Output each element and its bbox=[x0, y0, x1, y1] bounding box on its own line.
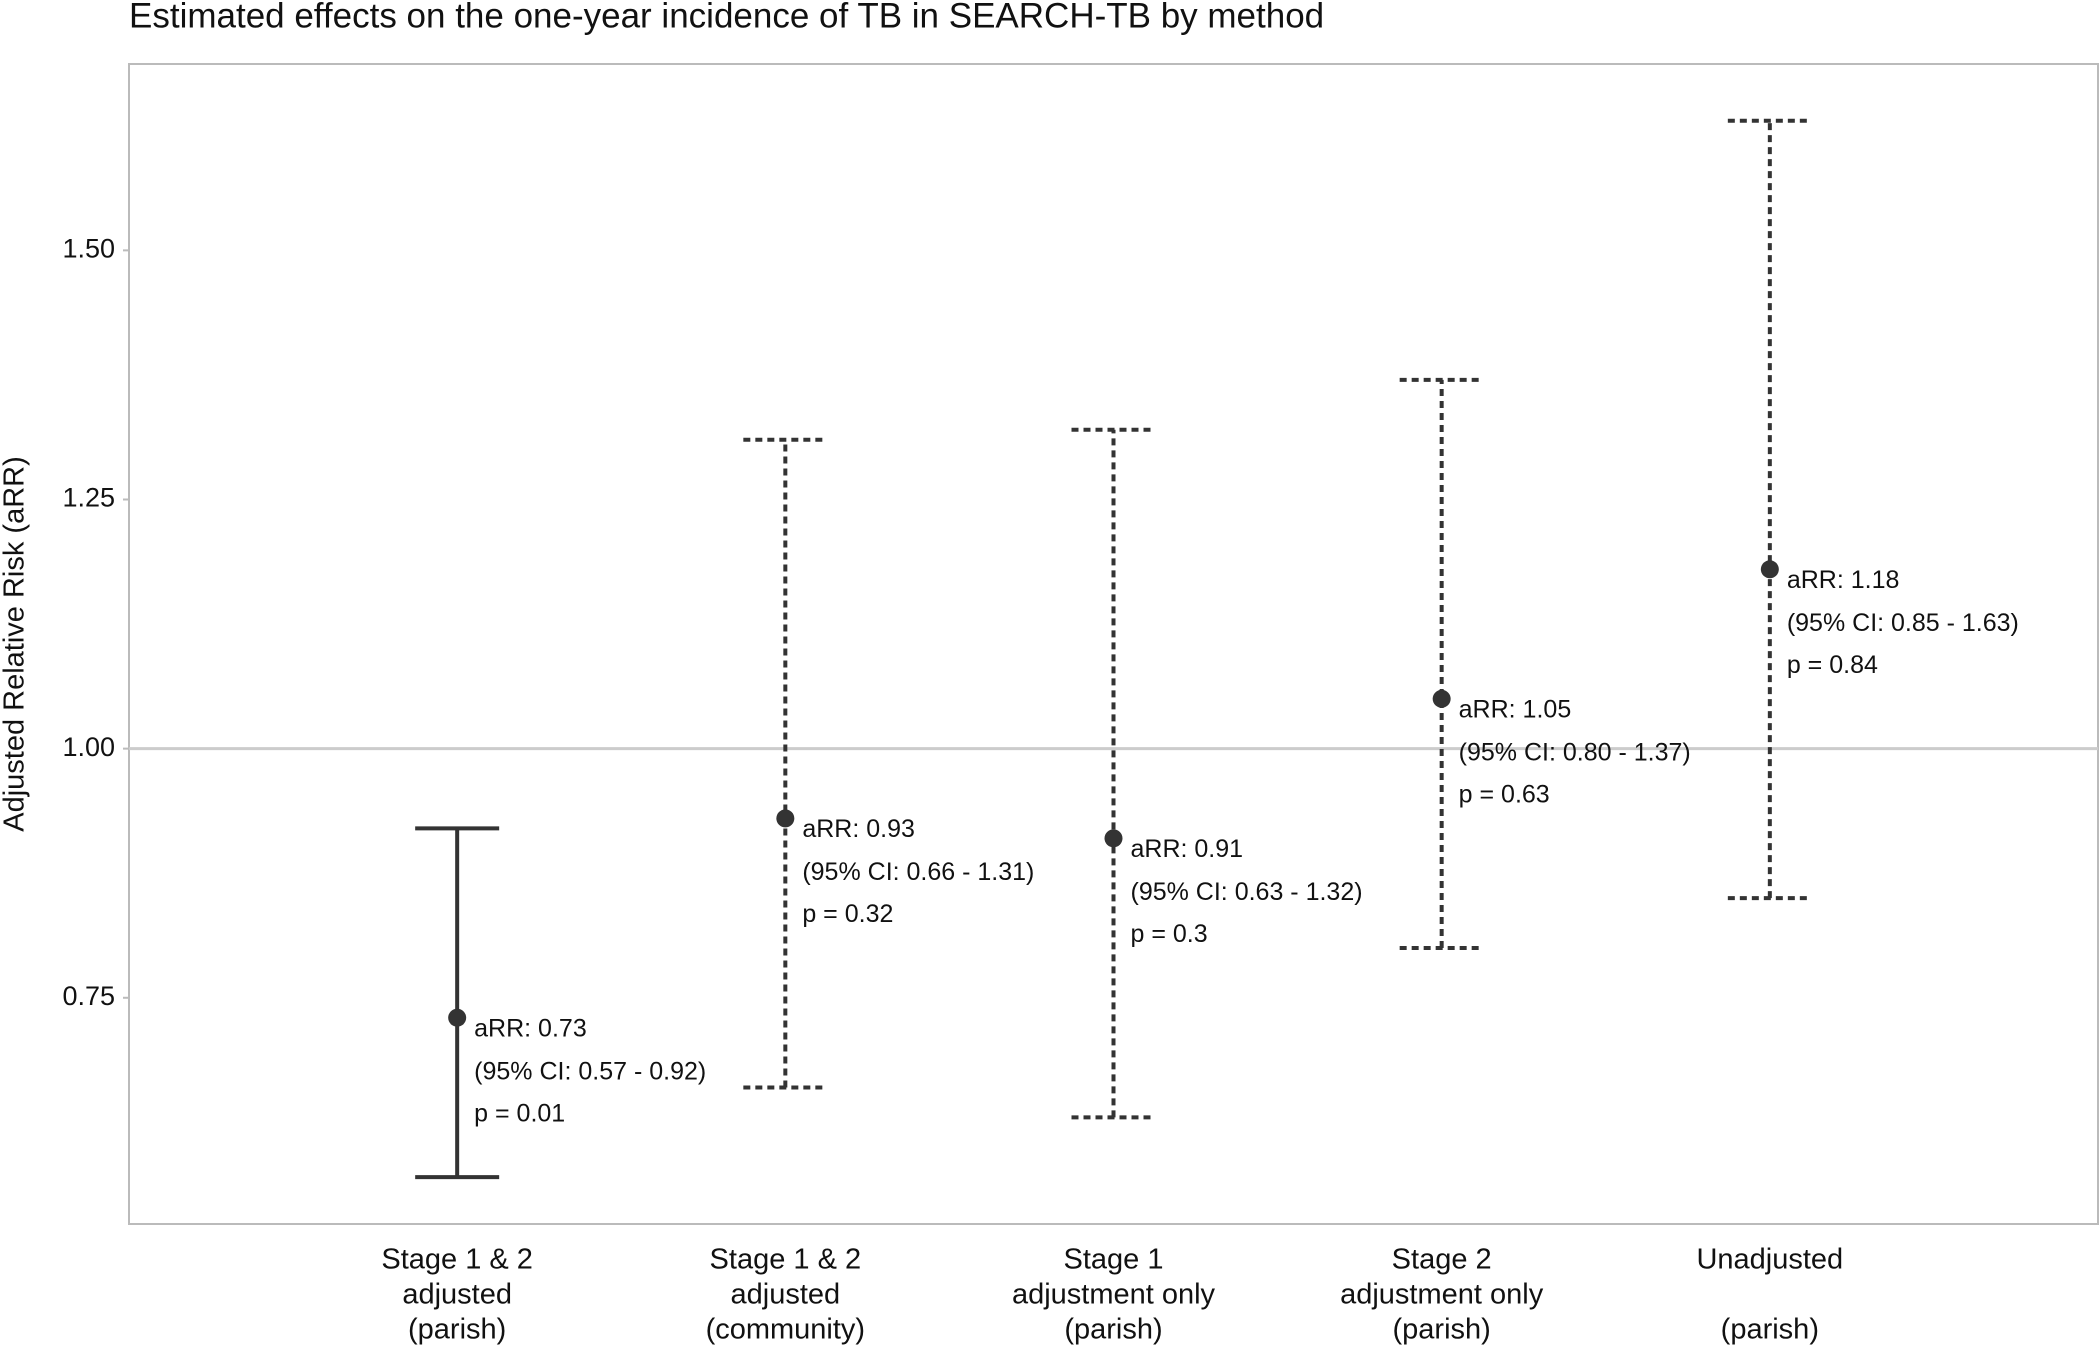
plot-frame bbox=[128, 63, 2099, 1225]
ci-label: (95% CI: 0.66 - 1.31) bbox=[802, 858, 1034, 886]
value-label: aRR: 0.91 bbox=[1131, 835, 1244, 863]
chart-title: Estimated effects on the one-year incide… bbox=[129, 0, 1324, 35]
point bbox=[1432, 689, 1451, 708]
value-label: aRR: 1.05 bbox=[1459, 695, 1572, 723]
p-label: p = 0.63 bbox=[1459, 780, 1550, 808]
x-tick-label: Stage 1 & 2 bbox=[381, 1244, 533, 1276]
x-tick-label: (parish) bbox=[1064, 1314, 1162, 1346]
value-label: aRR: 0.93 bbox=[802, 815, 915, 843]
point bbox=[1104, 829, 1123, 848]
point bbox=[776, 809, 795, 828]
ci-label: (95% CI: 0.63 - 1.32) bbox=[1131, 878, 1363, 906]
y-tick-label: 1.00 bbox=[62, 732, 115, 762]
x-tick-label: (parish) bbox=[408, 1314, 506, 1346]
x-tick-label: Stage 1 bbox=[1064, 1244, 1164, 1276]
x-tick-label: adjustment only bbox=[1012, 1279, 1216, 1311]
x-tick-label: (community) bbox=[706, 1314, 866, 1346]
y-axis-label: Adjusted Relative Risk (aRR) bbox=[0, 456, 31, 832]
ci-label: (95% CI: 0.80 - 1.37) bbox=[1459, 738, 1691, 766]
p-label: p = 0.32 bbox=[802, 900, 893, 928]
ci-label: (95% CI: 0.57 - 0.92) bbox=[474, 1057, 706, 1085]
value-label: aRR: 1.18 bbox=[1787, 566, 1900, 594]
value-label: aRR: 0.73 bbox=[474, 1014, 587, 1042]
x-tick-label: adjustment only bbox=[1340, 1279, 1544, 1311]
y-tick-label: 0.75 bbox=[62, 981, 115, 1011]
x-tick-label: Stage 1 & 2 bbox=[710, 1244, 862, 1276]
x-tick-label: (parish) bbox=[1721, 1314, 1819, 1346]
x-tick-label: Unadjusted bbox=[1696, 1244, 1843, 1276]
y-tick-label: 1.25 bbox=[62, 483, 115, 513]
x-tick-label: adjusted bbox=[731, 1279, 841, 1311]
point bbox=[448, 1008, 467, 1027]
x-tick-label: Stage 2 bbox=[1392, 1244, 1492, 1276]
y-tick-label: 1.50 bbox=[62, 233, 115, 263]
ci-label: (95% CI: 0.85 - 1.63) bbox=[1787, 609, 2019, 637]
x-tick-label: adjusted bbox=[402, 1279, 512, 1311]
p-label: p = 0.84 bbox=[1787, 651, 1878, 679]
x-tick-label: (parish) bbox=[1393, 1314, 1491, 1346]
point bbox=[1760, 560, 1779, 579]
p-label: p = 0.01 bbox=[474, 1099, 565, 1127]
p-label: p = 0.3 bbox=[1131, 920, 1208, 948]
